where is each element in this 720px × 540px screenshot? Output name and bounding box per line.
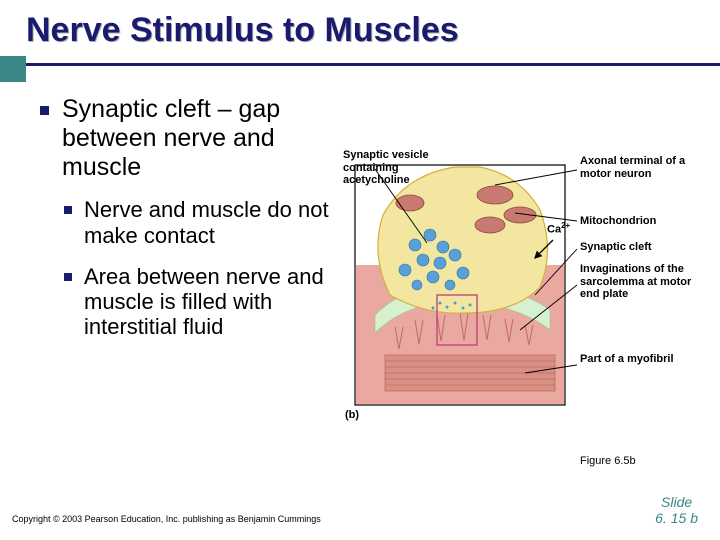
label-axonal-terminal: Axonal terminal of a motor neuron [580,155,700,180]
label-ca-text: Ca [547,224,561,236]
title-block: Nerve Stimulus to Muscles [0,0,720,49]
figure-area: Synaptic vesicle containing acetycholine… [345,155,705,435]
slide-number-top: Slide [655,494,698,510]
bullet-level2-a: Nerve and muscle do not make contact [64,197,330,248]
slide-title: Nerve Stimulus to Muscles [26,12,720,49]
label-myofibril: Part of a myofibril [580,353,700,366]
bullet-level2-b: Area between nerve and muscle is filled … [64,264,330,340]
label-mitochondrion: Mitochondrion [580,215,700,228]
copyright-text: Copyright © 2003 Pearson Education, Inc.… [12,514,321,524]
label-invaginations: Invaginations of the sarcolemma at motor… [580,263,705,301]
title-underline [26,63,720,66]
figure-caption: Figure 6.5b [580,455,636,467]
slide-number: Slide 6. 15 b [655,494,698,526]
label-ca: Ca2+ [547,221,570,236]
slide-number-bottom: 6. 15 b [655,510,698,526]
content-bullets: Synaptic cleft – gap between nerve and m… [40,95,330,340]
label-ca-sup: 2+ [561,221,570,230]
label-synaptic-vesicle: Synaptic vesicle containing acetycholine [343,149,458,187]
bullet-level1: Synaptic cleft – gap between nerve and m… [40,95,330,181]
label-synaptic-cleft: Synaptic cleft [580,241,700,254]
panel-letter: (b) [345,409,359,422]
corner-accent-square [0,56,26,82]
